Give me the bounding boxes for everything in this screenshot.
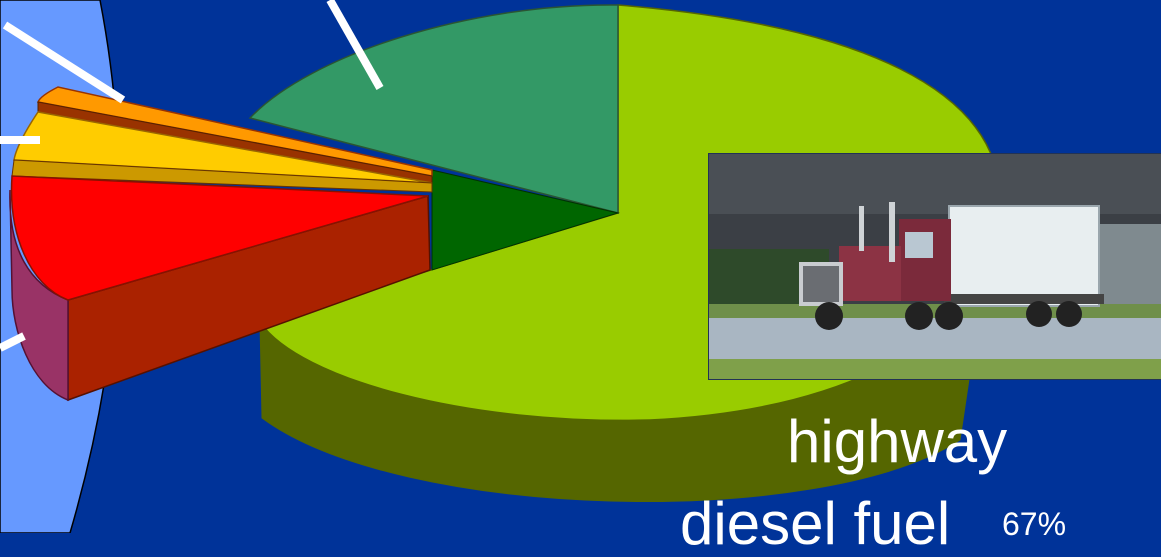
slice-label-diesel-fuel: diesel fuel xyxy=(680,490,951,557)
pointer-line-green xyxy=(326,0,384,90)
slice-value-label: 67% xyxy=(1002,506,1067,542)
truck-photo-image xyxy=(709,154,1161,379)
truck-photo xyxy=(708,153,1161,380)
pie-slice-yellow-side xyxy=(11,159,433,193)
pie-slice-red xyxy=(10,175,429,301)
pointer-line-red xyxy=(0,332,26,352)
slice-label-highway: highway xyxy=(787,408,1008,475)
pointer-line-orange xyxy=(2,21,126,104)
pie-slice-red-outer xyxy=(9,189,69,402)
pie-slice-green xyxy=(248,4,619,214)
pie-slice-darkgreen xyxy=(431,169,620,271)
